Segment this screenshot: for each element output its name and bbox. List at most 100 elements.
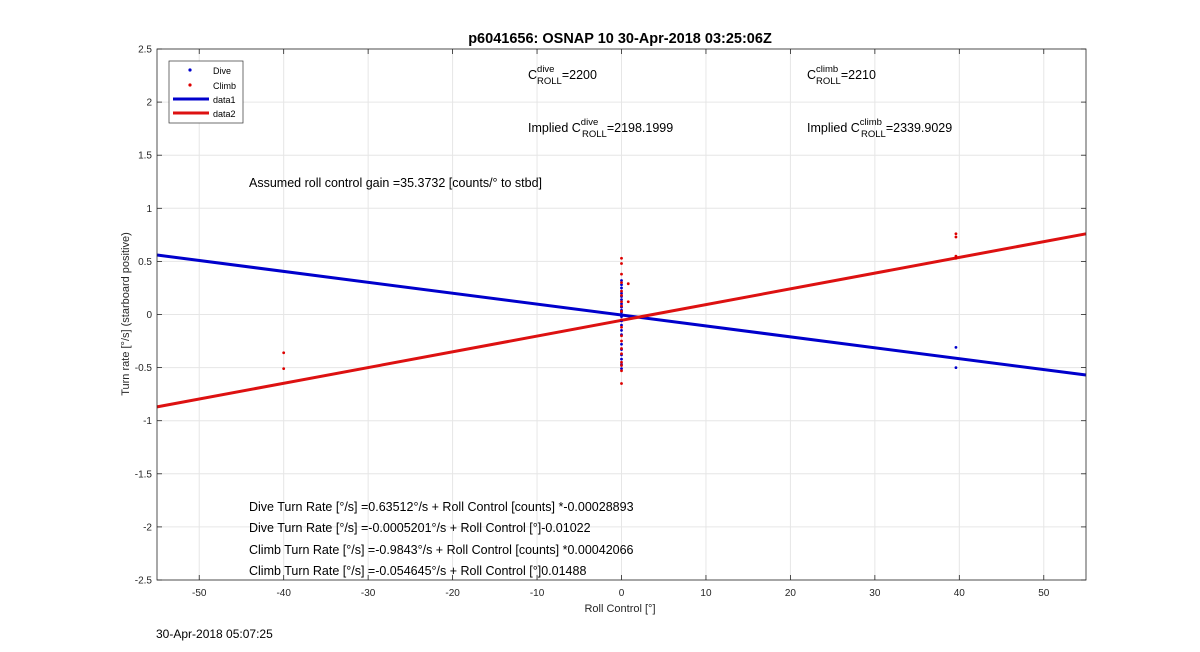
dive-point bbox=[620, 342, 623, 346]
y-axis-label: Turn rate [°/s] (starboard positive) bbox=[120, 232, 132, 396]
climb-point bbox=[954, 254, 958, 258]
climb-point bbox=[620, 293, 623, 297]
dive-point bbox=[620, 329, 623, 332]
c-roll-climb-value: =2210 bbox=[841, 68, 876, 82]
climb-point bbox=[620, 369, 623, 373]
climb-point bbox=[282, 351, 286, 355]
dive-point bbox=[620, 279, 623, 282]
climb-point bbox=[620, 325, 623, 329]
implied-dive-sup: dive bbox=[581, 117, 598, 128]
dive-point bbox=[620, 302, 623, 306]
x-tick-label: -40 bbox=[276, 588, 291, 599]
dive-point bbox=[620, 323, 623, 327]
x-axis-label: Roll Control [°] bbox=[584, 603, 655, 615]
y-tick-label: -0.5 bbox=[135, 363, 153, 374]
climb-point bbox=[620, 352, 623, 356]
climb-point bbox=[620, 304, 623, 308]
climb-point bbox=[620, 262, 623, 265]
x-tick-label: 0 bbox=[619, 588, 625, 599]
implied-dive-sub: ROLL bbox=[582, 129, 607, 140]
climb-point bbox=[620, 300, 623, 304]
c-roll-dive-label: C bbox=[528, 68, 537, 82]
implied-climb-value: =2339.9029 bbox=[886, 121, 952, 135]
print-timestamp: 30-Apr-2018 05:07:25 bbox=[156, 627, 273, 641]
x-tick-label: 20 bbox=[785, 588, 797, 599]
c-roll-dive-sub: ROLL bbox=[537, 76, 562, 87]
dive-point bbox=[620, 367, 623, 371]
c-roll-climb-sup: climb bbox=[816, 64, 838, 75]
implied-climb-sup: climb bbox=[860, 117, 882, 128]
climb-point bbox=[620, 318, 623, 322]
legend-marker-climb bbox=[188, 83, 192, 87]
climb-point bbox=[620, 289, 623, 293]
implied-climb-label: Implied C bbox=[807, 121, 860, 135]
climb-point bbox=[954, 232, 958, 236]
climb-point bbox=[620, 339, 623, 343]
c-roll-climb-label: C bbox=[807, 68, 816, 82]
dive-point bbox=[954, 346, 958, 349]
climb-point bbox=[620, 281, 623, 285]
x-tick-label: -10 bbox=[530, 588, 545, 599]
axis-ticks: -50 -40 -30 -20 -10 0 10 20 30 40 50-2.5-2-1.5-1-0… bbox=[135, 45, 1086, 599]
implied-dive-label: Implied C bbox=[528, 121, 581, 135]
y-tick-label: -1 bbox=[143, 416, 152, 427]
data-points bbox=[282, 232, 958, 385]
c-roll-dive-value: =2200 bbox=[562, 68, 597, 82]
c-roll-climb-annotation: Cclimb ROLL=2210 bbox=[807, 64, 876, 87]
climb-point bbox=[620, 256, 623, 260]
dive-point bbox=[620, 357, 623, 361]
climb-point bbox=[620, 364, 623, 367]
dive-point bbox=[620, 286, 623, 290]
x-tick-label: 30 bbox=[869, 588, 881, 599]
y-tick-label: 0 bbox=[146, 310, 152, 321]
fit-line-data1 bbox=[156, 253, 1087, 377]
implied-c-roll-dive-annotation: Implied Cdive ROLL=2198.1999 bbox=[528, 117, 673, 140]
y-tick-label: 1 bbox=[146, 204, 152, 215]
climb-point bbox=[620, 334, 623, 338]
legend-label-data2: data2 bbox=[213, 109, 236, 119]
dive-point bbox=[620, 291, 623, 295]
legend-label-climb: Climb bbox=[213, 81, 236, 91]
x-tick-label: -30 bbox=[361, 588, 376, 599]
climb-point bbox=[626, 300, 630, 304]
climb-point bbox=[620, 360, 623, 364]
dive-point bbox=[620, 315, 623, 319]
climb-point bbox=[620, 272, 623, 276]
x-tick-label: -20 bbox=[445, 588, 460, 599]
climb-point bbox=[954, 256, 958, 260]
y-tick-label: 1.5 bbox=[138, 151, 152, 162]
fit-climb-counts: Climb Turn Rate [°/s] =-0.9843°/s + Roll… bbox=[249, 543, 634, 557]
fit-climb-degrees: Climb Turn Rate [°/s] =-0.054645°/s + Ro… bbox=[249, 564, 586, 578]
y-tick-label: -2 bbox=[143, 522, 152, 533]
climb-point bbox=[620, 382, 623, 385]
legend-label-dive: Dive bbox=[213, 66, 231, 76]
implied-c-roll-climb-annotation: Implied Cclimb ROLL=2339.9029 bbox=[807, 117, 952, 140]
legend: Dive Climb data1 data2 bbox=[168, 60, 244, 124]
x-tick-label: 10 bbox=[700, 588, 712, 599]
y-tick-label: 2 bbox=[146, 98, 152, 109]
y-tick-label: 0.5 bbox=[138, 257, 152, 268]
x-tick-label: 40 bbox=[954, 588, 966, 599]
climb-point bbox=[626, 282, 630, 286]
legend-marker-dive bbox=[188, 68, 192, 72]
y-tick-label: -1.5 bbox=[135, 469, 153, 480]
climb-point bbox=[620, 347, 623, 350]
y-tick-label: 2.5 bbox=[138, 45, 152, 56]
chart-title: p6041656: OSNAP 10 30-Apr-2018 03:25:06Z bbox=[468, 31, 772, 47]
implied-dive-value: =2198.1999 bbox=[607, 121, 673, 135]
legend-label-data1: data1 bbox=[213, 95, 236, 105]
fit-dive-degrees: Dive Turn Rate [°/s] =-0.0005201°/s + Ro… bbox=[249, 521, 591, 535]
y-tick-label: -2.5 bbox=[135, 576, 153, 587]
x-tick-label: 50 bbox=[1038, 588, 1050, 599]
dive-point bbox=[954, 366, 958, 369]
climb-point bbox=[282, 367, 286, 371]
c-roll-dive-annotation: Cdive ROLL=2200 bbox=[528, 64, 597, 87]
roll-gain-annotation: Assumed roll control gain =35.3732 [coun… bbox=[249, 176, 542, 190]
climb-point bbox=[954, 235, 958, 239]
climb-point bbox=[620, 309, 623, 313]
x-tick-label: -50 bbox=[192, 588, 207, 599]
c-roll-dive-sup: dive bbox=[537, 64, 554, 75]
c-roll-climb-sub: ROLL bbox=[816, 76, 841, 87]
dive-point bbox=[620, 283, 623, 287]
